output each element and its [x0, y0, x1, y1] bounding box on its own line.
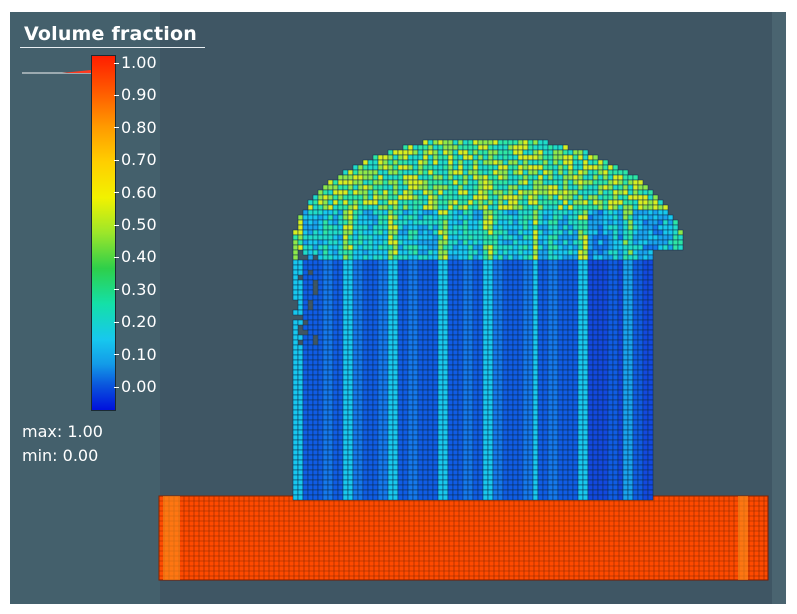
- tick-label: 0.50: [121, 215, 157, 234]
- legend-histogram-line: [22, 70, 91, 74]
- render-viewport[interactable]: Volume fraction 1.00 0.90 0.80 0.70 0.60 0.50…: [10, 12, 786, 604]
- tick-label: 0.00: [121, 377, 157, 396]
- tick-mark: [114, 354, 119, 356]
- tick-label: 1.00: [121, 53, 157, 72]
- tick-mark: [114, 224, 119, 226]
- colormap-tick: 0.40: [114, 248, 157, 266]
- colormap-tick: 0.10: [114, 344, 157, 364]
- tick-label: 0.20: [121, 312, 157, 332]
- tick-label: 0.60: [121, 182, 157, 202]
- colormap-tick: 0.00: [114, 378, 157, 396]
- tick-mark: [114, 289, 119, 291]
- colormap-bar: [91, 55, 116, 411]
- tick-label: 0.70: [121, 150, 157, 170]
- legend-title: Volume fraction: [24, 23, 197, 45]
- tick-mark: [114, 256, 119, 258]
- tick-mark: [114, 321, 119, 323]
- colormap-tick: 0.20: [114, 313, 157, 331]
- tick-mark: [114, 192, 119, 194]
- tick-label: 0.30: [121, 279, 157, 299]
- legend-panel-background: [10, 12, 160, 604]
- deposited-bead: [292, 139, 684, 501]
- colormap-tick: 0.70: [114, 151, 157, 169]
- viewport-right-edge: [772, 12, 786, 604]
- volume-fraction-mesh: [158, 139, 769, 581]
- tick-label: 0.10: [121, 344, 157, 364]
- tick-mark: [114, 94, 119, 96]
- colormap-tick: 0.80: [114, 117, 157, 137]
- max-value-label: max: 1.00: [22, 422, 103, 441]
- colormap-tick: 0.30: [114, 279, 157, 299]
- colormap-tick: 1.00: [114, 54, 157, 72]
- tick-mark: [114, 159, 119, 161]
- tick-label: 0.40: [121, 247, 157, 267]
- legend-title-underline: [20, 47, 205, 48]
- substrate-block: [158, 495, 769, 581]
- tick-label: 0.80: [121, 117, 157, 137]
- min-value-label: min: 0.00: [22, 446, 99, 465]
- colormap-tick: 0.50: [114, 216, 157, 234]
- colormap-tick: 0.90: [114, 86, 157, 104]
- tick-mark: [114, 62, 119, 64]
- tick-label: 0.90: [121, 85, 157, 105]
- tick-mark: [114, 127, 119, 129]
- tick-mark: [114, 386, 119, 388]
- colormap-tick: 0.60: [114, 182, 157, 202]
